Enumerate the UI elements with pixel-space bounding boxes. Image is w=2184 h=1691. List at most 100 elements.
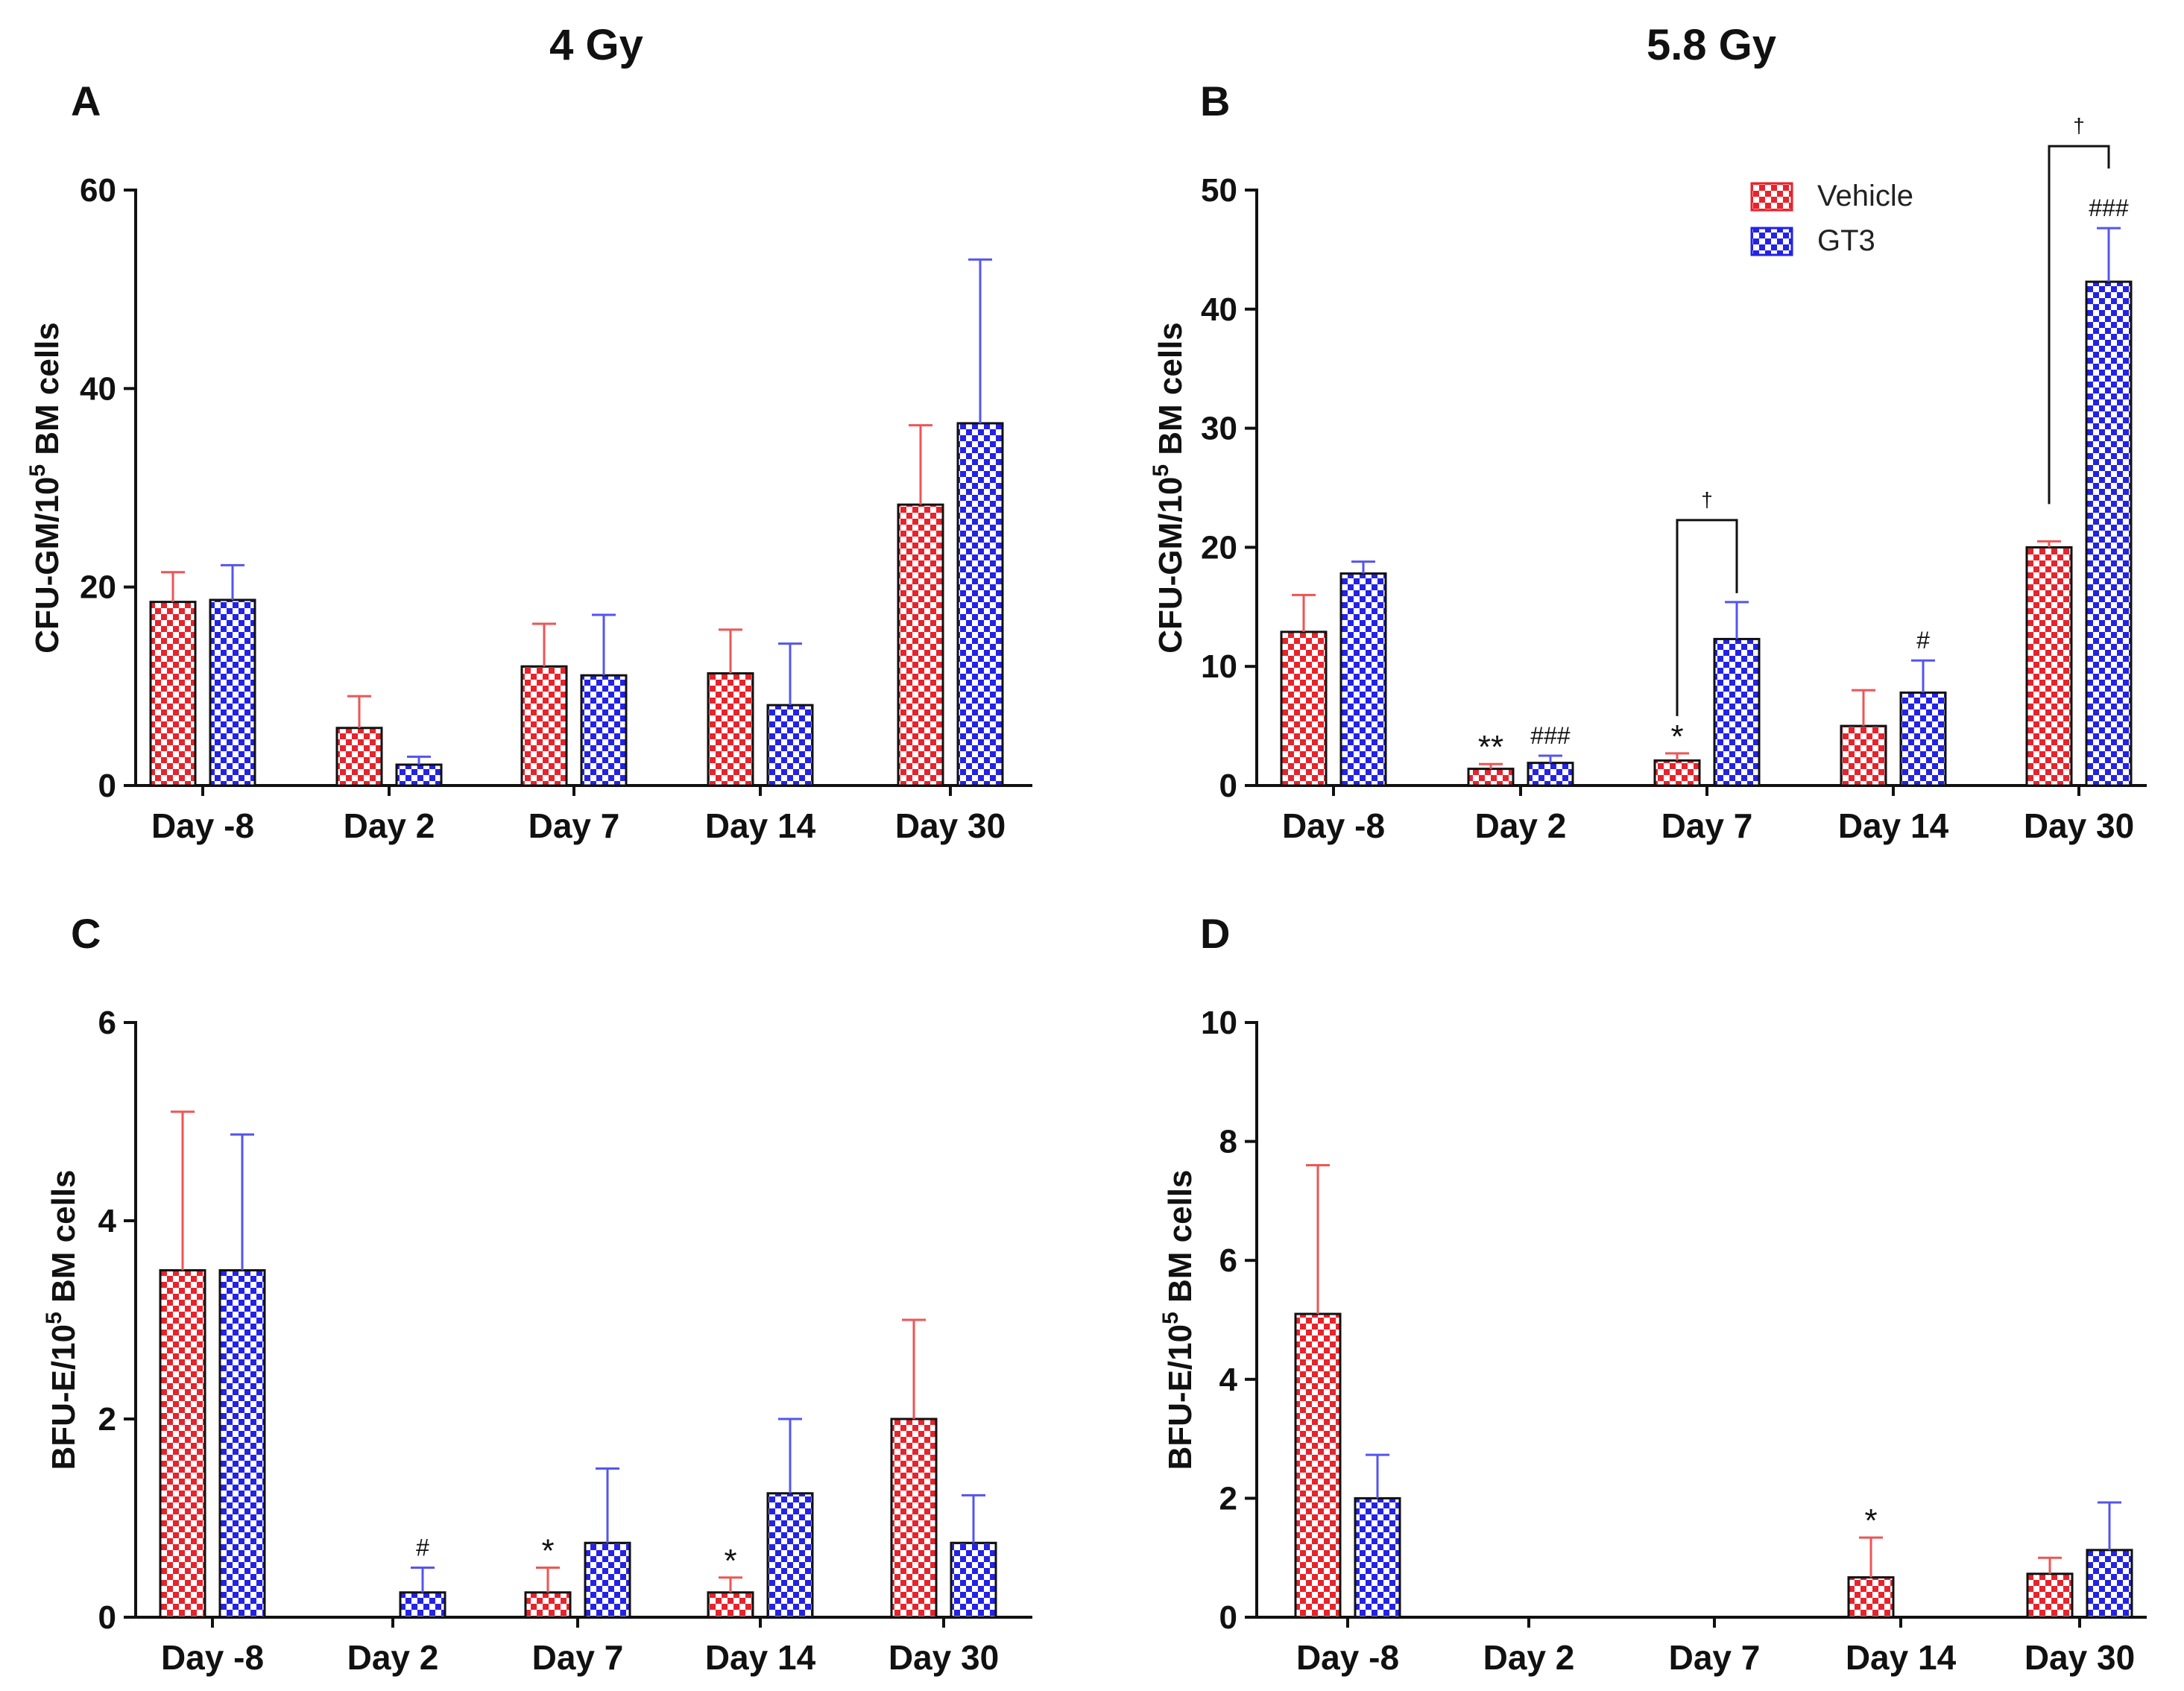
y-tick-label: 2 [1219, 1480, 1237, 1517]
panel-letter: C [71, 910, 101, 957]
significance-marker: * [724, 1543, 736, 1579]
column-title-4gy: 4 Gy [549, 21, 643, 69]
y-axis-label-sup: 5 [25, 464, 50, 477]
significance-marker: * [1670, 718, 1683, 755]
bar-vehicle [335, 727, 383, 787]
bar-gt3 [766, 704, 814, 787]
bar-vehicle [1840, 724, 1887, 787]
bar-vehicle [1294, 1312, 1342, 1619]
legend-swatch-vehicle [1750, 182, 1793, 212]
y-tick-label: 0 [1219, 768, 1237, 804]
y-tick-label: 4 [98, 1203, 117, 1239]
y-axis-label: CFU-GM/105 BM cells [25, 322, 66, 654]
comparison-dagger: † [1701, 488, 1713, 511]
y-axis-label: BFU-E/105 BM cells [1158, 1169, 1199, 1470]
significance-marker: # [416, 1534, 429, 1561]
comparison-dagger: † [2073, 114, 2085, 137]
x-tick-label: Day 30 [2024, 806, 2134, 845]
y-axis-label-rest: BM cells [45, 1169, 82, 1312]
bar-vehicle [707, 672, 754, 787]
bar-gt3 [395, 763, 443, 787]
y-tick-label: 20 [1201, 529, 1237, 566]
bar-vehicle [2026, 1573, 2074, 1619]
panel-a-chart: A CFU-GM/105 BM cells 0 20 40 60 Day -8 Day 2 Da… [25, 78, 1032, 845]
significance-marker: ### [1530, 722, 1571, 749]
x-tick-label: Day 30 [895, 806, 1006, 845]
y-tick-label: 60 [80, 172, 116, 209]
comparison-bracket [1676, 519, 1738, 716]
bar-gt3 [1354, 1496, 1401, 1619]
bar-vehicle [1653, 759, 1701, 787]
y-axis-label-main: BFU-E/10 [45, 1324, 82, 1470]
y-axis-label-rest: BM cells [29, 322, 66, 464]
bar-gt3 [580, 674, 628, 787]
significance-marker: ** [1478, 729, 1503, 765]
bar-vehicle [520, 665, 568, 787]
x-tick-label: Day 14 [1838, 806, 1949, 845]
panel-letter: A [71, 78, 101, 124]
y-axis-label-sup: 5 [1149, 464, 1173, 477]
x-tick-label: Day 7 [532, 1638, 624, 1677]
bar-vehicle [1847, 1576, 1895, 1619]
legend-label-gt3: GT3 [1817, 224, 1875, 257]
significance-marker: ### [2089, 195, 2129, 221]
panel-b-chart: B CFU-GM/105 BM cells 0 10 20 30 40 50 Day -8 Day… [1149, 78, 2147, 845]
panel-c-chart: C BFU-E/105 BM cells 0 2 4 6 Day -8 Day 2 Day 7 D… [42, 910, 1032, 1677]
bar-gt3 [399, 1591, 446, 1619]
panel-d-chart: D BFU-E/105 BM cells 0 2 4 6 8 10 Day -8 Day 2 Day… [1158, 910, 2147, 1677]
legend-swatch-gt3 [1750, 227, 1793, 256]
x-tick-label: Day 7 [1669, 1638, 1761, 1677]
bar-gt3 [950, 1541, 997, 1619]
panel-letter: D [1200, 910, 1230, 957]
bar-vehicle [1280, 630, 1328, 787]
y-axis-label-rest: BM cells [1162, 1169, 1199, 1312]
legend: Vehicle GT3 [1750, 180, 1913, 257]
bar-vehicle [2025, 546, 2073, 787]
bar-gt3 [2086, 1549, 2133, 1619]
x-tick-label: Day 2 [1483, 1638, 1575, 1677]
bar-vehicle [149, 601, 197, 787]
legend-label-vehicle: Vehicle [1817, 180, 1913, 212]
y-axis-label-sup: 5 [42, 1312, 66, 1324]
y-tick-label: 0 [98, 1599, 116, 1636]
y-tick-label: 8 [1219, 1124, 1237, 1160]
x-tick-label: Day 2 [1475, 806, 1567, 845]
bar-vehicle [890, 1417, 938, 1619]
y-tick-label: 10 [1201, 1005, 1237, 1041]
y-tick-label: 0 [1219, 1599, 1237, 1636]
comparison-bracket [2048, 145, 2110, 505]
bar-gt3 [1339, 572, 1387, 787]
bar-gt3 [584, 1541, 631, 1619]
bar-gt3 [209, 598, 256, 787]
y-axis-label: CFU-GM/105 BM cells [1149, 322, 1189, 654]
y-tick-label: 4 [1219, 1362, 1238, 1398]
y-axis-label: BFU-E/105 BM cells [42, 1169, 82, 1470]
x-tick-label: Day 7 [528, 806, 620, 845]
y-axis-label-main: CFU-GM/10 [1152, 477, 1189, 654]
panel-letter: B [1200, 78, 1230, 124]
y-tick-label: 40 [80, 370, 116, 407]
x-tick-label: Day 30 [2024, 1638, 2135, 1677]
x-tick-label: Day 14 [705, 1638, 816, 1677]
bar-gt3 [218, 1269, 266, 1619]
y-axis-label-sup: 5 [1158, 1312, 1183, 1324]
bar-gt3 [956, 422, 1004, 787]
bar-gt3 [1899, 691, 1947, 787]
significance-marker: * [541, 1533, 554, 1570]
y-tick-label: 6 [98, 1005, 116, 1041]
x-tick-label: Day 2 [347, 1638, 439, 1677]
x-tick-label: Day 2 [344, 806, 435, 845]
y-tick-label: 0 [98, 768, 116, 804]
column-title-5-8gy: 5.8 Gy [1647, 21, 1776, 69]
bar-gt3 [2085, 280, 2133, 787]
y-tick-label: 40 [1201, 291, 1237, 328]
bar-vehicle [1467, 768, 1515, 787]
y-axis-label-rest: BM cells [1152, 322, 1189, 464]
bar-vehicle [707, 1591, 754, 1619]
bar-gt3 [766, 1492, 814, 1619]
y-axis-label-main: CFU-GM/10 [29, 477, 66, 654]
y-tick-label: 2 [98, 1401, 116, 1438]
y-tick-label: 50 [1201, 172, 1237, 209]
y-tick-label: 6 [1219, 1242, 1237, 1279]
